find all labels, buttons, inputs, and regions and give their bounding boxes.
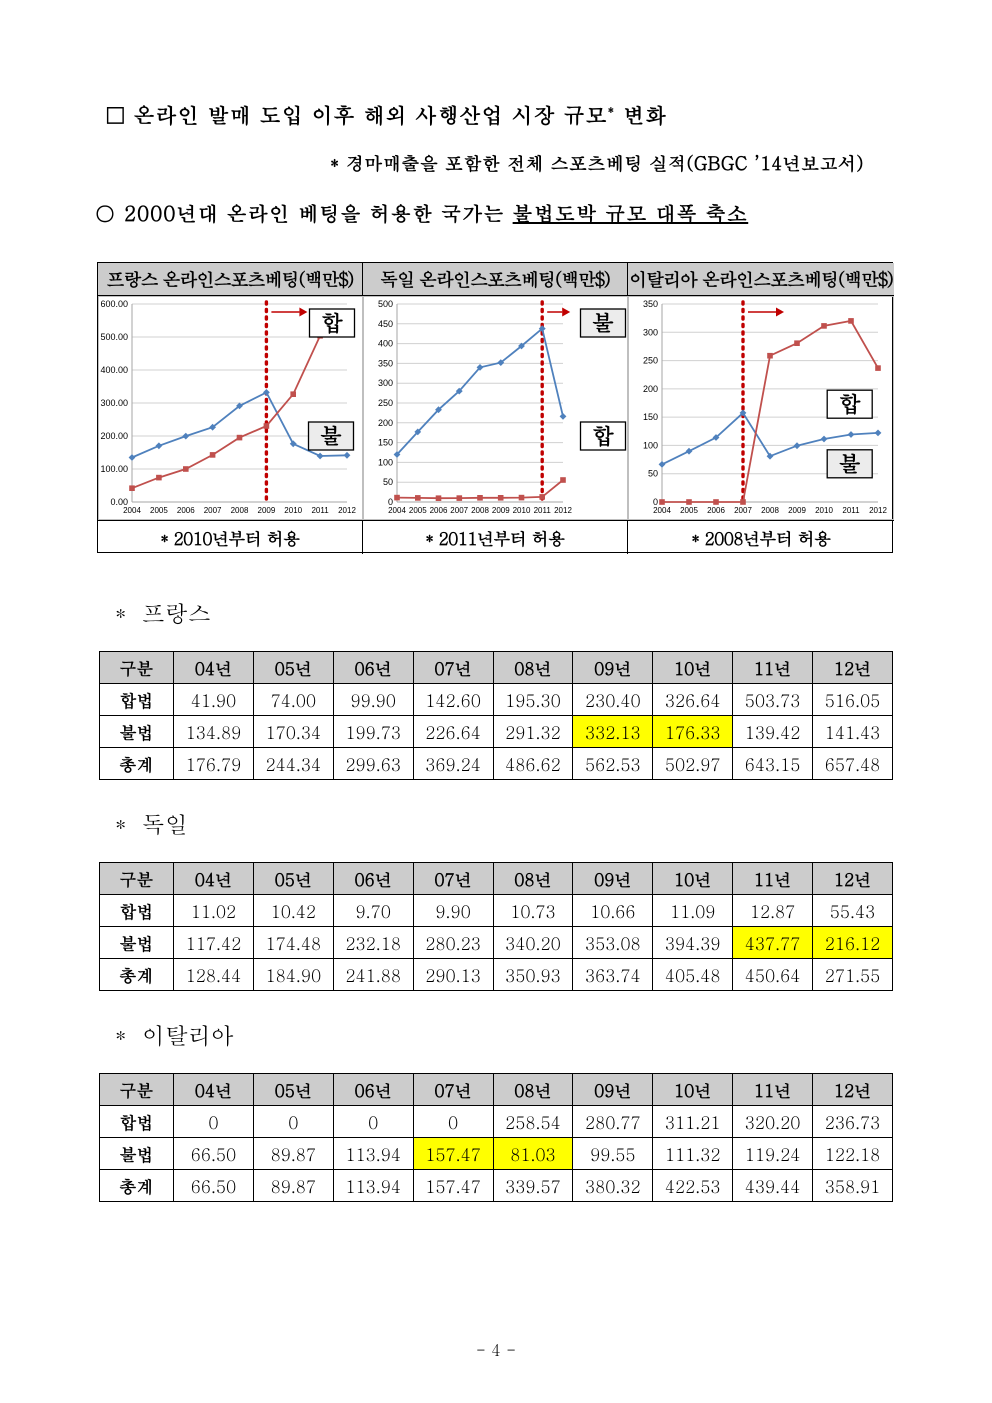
svg-text:2009: 2009 — [258, 506, 276, 515]
svg-text:2005: 2005 — [409, 506, 427, 515]
svg-text:300.00: 300.00 — [100, 398, 128, 408]
svg-text:400.00: 400.00 — [100, 365, 128, 375]
svg-text:2007: 2007 — [734, 506, 752, 515]
svg-text:2012: 2012 — [338, 506, 356, 515]
svg-text:2004: 2004 — [123, 506, 141, 515]
svg-text:100: 100 — [378, 457, 393, 467]
svg-text:2011: 2011 — [534, 506, 552, 515]
svg-text:2006: 2006 — [177, 506, 195, 515]
svg-text:2008: 2008 — [761, 506, 779, 515]
svg-text:2008: 2008 — [471, 506, 489, 515]
svg-text:150: 150 — [378, 438, 393, 448]
svg-text:300: 300 — [643, 327, 658, 337]
svg-text:2010: 2010 — [513, 506, 531, 515]
svg-text:2010: 2010 — [284, 506, 302, 515]
svg-text:2005: 2005 — [150, 506, 168, 515]
svg-text:합: 합 — [839, 388, 861, 419]
svg-text:200: 200 — [643, 384, 658, 394]
svg-text:불: 불 — [320, 420, 342, 451]
svg-text:2011: 2011 — [311, 506, 329, 515]
svg-text:2009: 2009 — [788, 506, 806, 515]
svg-text:300: 300 — [378, 378, 393, 388]
svg-text:600.00: 600.00 — [100, 299, 128, 309]
svg-text:2009: 2009 — [492, 506, 510, 515]
svg-text:합: 합 — [321, 307, 343, 338]
svg-text:500: 500 — [378, 299, 393, 309]
svg-text:불: 불 — [592, 307, 614, 338]
svg-text:200: 200 — [378, 418, 393, 428]
svg-text:350: 350 — [378, 358, 393, 368]
svg-text:200.00: 200.00 — [100, 431, 128, 441]
svg-text:2008: 2008 — [231, 506, 249, 515]
svg-text:2006: 2006 — [430, 506, 448, 515]
svg-text:2012: 2012 — [869, 506, 887, 515]
svg-text:2004: 2004 — [388, 506, 406, 515]
svg-text:50: 50 — [383, 477, 393, 487]
svg-text:250: 250 — [643, 356, 658, 366]
svg-text:350: 350 — [643, 299, 658, 309]
svg-text:2004: 2004 — [653, 506, 671, 515]
svg-text:100: 100 — [643, 440, 658, 450]
svg-text:합: 합 — [592, 420, 614, 451]
svg-text:2005: 2005 — [680, 506, 698, 515]
svg-text:2012: 2012 — [554, 506, 572, 515]
svg-text:400: 400 — [378, 339, 393, 349]
svg-text:150: 150 — [643, 412, 658, 422]
svg-text:2007: 2007 — [450, 506, 468, 515]
svg-text:450: 450 — [378, 319, 393, 329]
svg-text:50: 50 — [648, 469, 658, 479]
svg-text:2006: 2006 — [707, 506, 725, 515]
svg-text:100.00: 100.00 — [100, 464, 128, 474]
svg-text:불: 불 — [839, 448, 861, 479]
svg-text:250: 250 — [378, 398, 393, 408]
svg-text:2007: 2007 — [204, 506, 222, 515]
svg-text:2010: 2010 — [815, 506, 833, 515]
svg-text:500.00: 500.00 — [100, 332, 128, 342]
svg-text:2011: 2011 — [842, 506, 860, 515]
